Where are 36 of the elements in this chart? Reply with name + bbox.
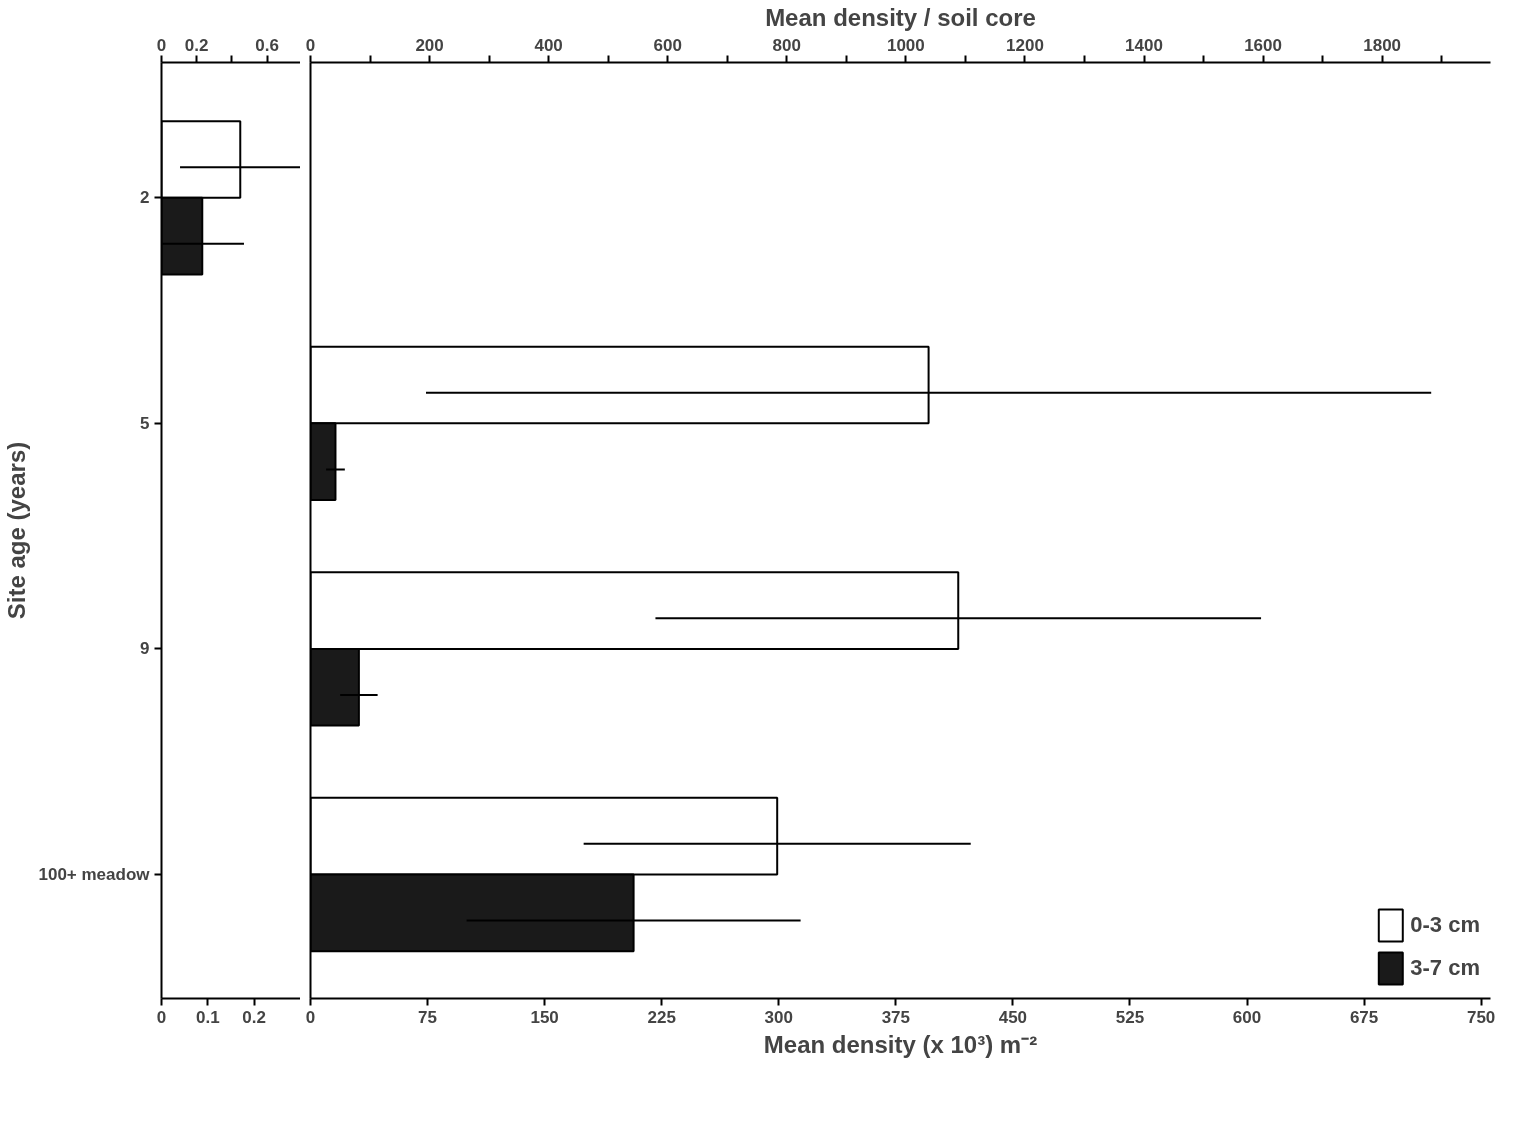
x2-tick-label: 1200 bbox=[1006, 35, 1044, 55]
x2-tick-label: 1600 bbox=[1244, 35, 1282, 55]
y-tick-label: 2 bbox=[140, 188, 150, 208]
y-tick-label: 5 bbox=[140, 413, 150, 433]
legend-label: 3-7 cm bbox=[1410, 955, 1480, 981]
x-axis-title: Mean density (x 10³) m⁻² bbox=[763, 1030, 1038, 1058]
x-tick-label: 0 bbox=[305, 1007, 316, 1027]
y-tick-label: 9 bbox=[140, 639, 150, 659]
x-tick-label: 675 bbox=[1349, 1007, 1379, 1027]
x-tick-label: 0.1 bbox=[196, 1007, 220, 1027]
x-tick-label: 300 bbox=[764, 1007, 793, 1027]
x2-tick-label: 0.2 bbox=[184, 35, 209, 55]
x-tick-label: 75 bbox=[418, 1007, 438, 1027]
x2-tick-label: 1800 bbox=[1363, 35, 1402, 55]
x-tick-label: 375 bbox=[881, 1007, 911, 1027]
y-tick-label: 100+ meadow bbox=[38, 864, 151, 884]
x2-tick-label: 0 bbox=[156, 35, 167, 55]
y-axis-title: Site age (years) bbox=[3, 441, 31, 620]
legend-label: 0-3 cm bbox=[1410, 912, 1480, 938]
x2-tick-label: 1400 bbox=[1125, 35, 1163, 55]
x-tick-label: 0.2 bbox=[242, 1007, 266, 1027]
x-tick-label: 0 bbox=[156, 1007, 167, 1027]
x2-tick-label: 600 bbox=[653, 35, 682, 55]
x2-tick-label: 1000 bbox=[886, 35, 925, 55]
x-tick-label: 600 bbox=[1232, 1007, 1262, 1027]
x2-tick-label: 0.6 bbox=[255, 35, 279, 55]
x2-axis-title: Mean density / soil core bbox=[765, 3, 1036, 31]
x-tick-label: 525 bbox=[1115, 1007, 1145, 1027]
x2-tick-label: 0 bbox=[305, 35, 316, 55]
x-tick-label: 750 bbox=[1466, 1007, 1496, 1027]
x2-tick-label: 400 bbox=[534, 35, 563, 55]
x2-tick-label: 200 bbox=[415, 35, 444, 55]
x-tick-label: 150 bbox=[530, 1007, 559, 1027]
x-tick-label: 450 bbox=[998, 1007, 1028, 1027]
x2-tick-label: 800 bbox=[772, 35, 801, 55]
x-tick-label: 225 bbox=[647, 1007, 676, 1027]
